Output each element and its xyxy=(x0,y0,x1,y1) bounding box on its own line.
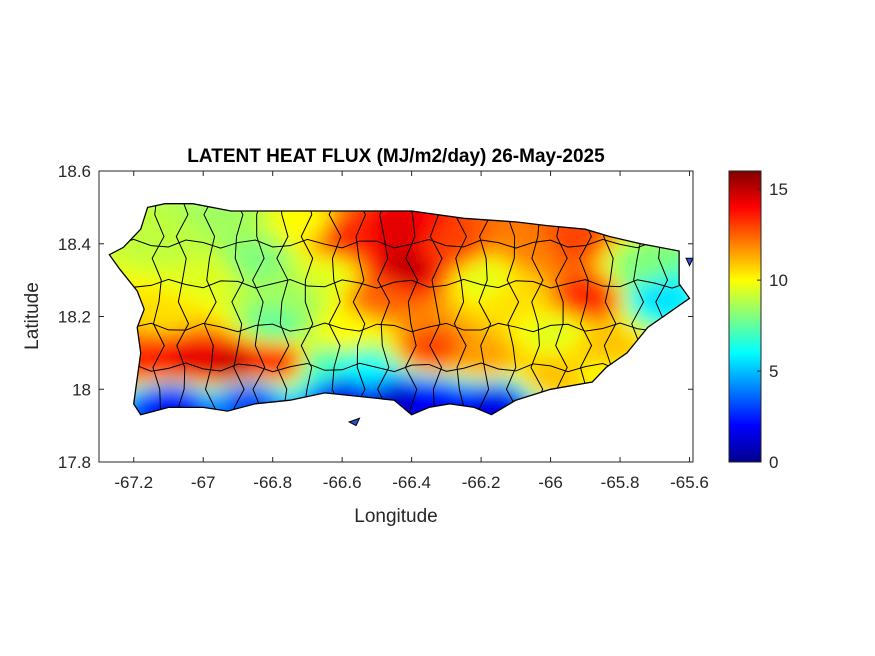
x-tick-label: -66.8 xyxy=(253,473,292,492)
x-tick-label: -67.2 xyxy=(114,473,153,492)
municipality-line xyxy=(109,278,690,289)
municipality-line xyxy=(328,203,342,415)
y-tick-label: 18.4 xyxy=(58,235,91,254)
municipality-line xyxy=(429,203,443,415)
municipality-line xyxy=(276,203,290,415)
colorbar-tick-label: 15 xyxy=(769,180,788,199)
municipality-line xyxy=(231,203,245,415)
colorbar: 0 5 10 15 xyxy=(728,170,788,472)
colorbar-tick-label: 0 xyxy=(769,453,778,472)
municipality-line xyxy=(477,203,492,415)
municipality-line xyxy=(377,203,391,415)
x-tick-label: -65.8 xyxy=(601,473,640,492)
municipality-line xyxy=(175,203,190,415)
y-tick-label: 17.8 xyxy=(58,453,91,472)
y-tick-label: 18.2 xyxy=(58,308,91,327)
municipality-line xyxy=(300,203,314,415)
y-tick-label: 18 xyxy=(72,380,91,399)
x-tick-label: -66.6 xyxy=(323,473,362,492)
municipality-line xyxy=(109,362,690,373)
x-tick-label: -66 xyxy=(538,473,563,492)
municipality-line xyxy=(203,203,217,415)
x-tick-label: -66.2 xyxy=(462,473,501,492)
municipality-line xyxy=(505,203,520,415)
x-tick-label: -65.6 xyxy=(670,473,709,492)
x-tick-label: -67 xyxy=(191,473,216,492)
x-tick-label: -66.4 xyxy=(392,473,431,492)
x-axis-label: Longitude xyxy=(354,506,437,527)
colorbar-ticks: 0 5 10 15 xyxy=(757,180,788,472)
x-axis-ticks: -67.2 -67 -66.8 -66.6 -66.4 -66.2 -66 -65.8 -65.… xyxy=(114,171,709,492)
municipality-line xyxy=(109,322,690,333)
y-axis-label: Latitude xyxy=(22,282,43,350)
small-island xyxy=(347,417,361,427)
municipality-line xyxy=(252,203,266,415)
y-axis-ticks: 17.8 18 18.2 18.4 18.6 xyxy=(58,162,693,472)
small-islands xyxy=(347,257,694,427)
colorbar-scale xyxy=(728,170,762,463)
colorbar-tick-label: 5 xyxy=(769,362,778,381)
municipality-line xyxy=(352,203,367,415)
municipality-line xyxy=(453,203,468,415)
island-outline xyxy=(108,203,691,416)
municipality-line xyxy=(109,238,690,249)
municipality-line xyxy=(151,203,165,415)
chart-title: LATENT HEAT FLUX (MJ/m2/day) 26-May-2025 xyxy=(187,146,605,167)
small-island xyxy=(685,257,694,267)
colorbar-tick-label: 10 xyxy=(769,271,788,290)
municipality-line xyxy=(404,203,419,415)
y-tick-label: 18.6 xyxy=(58,162,91,181)
